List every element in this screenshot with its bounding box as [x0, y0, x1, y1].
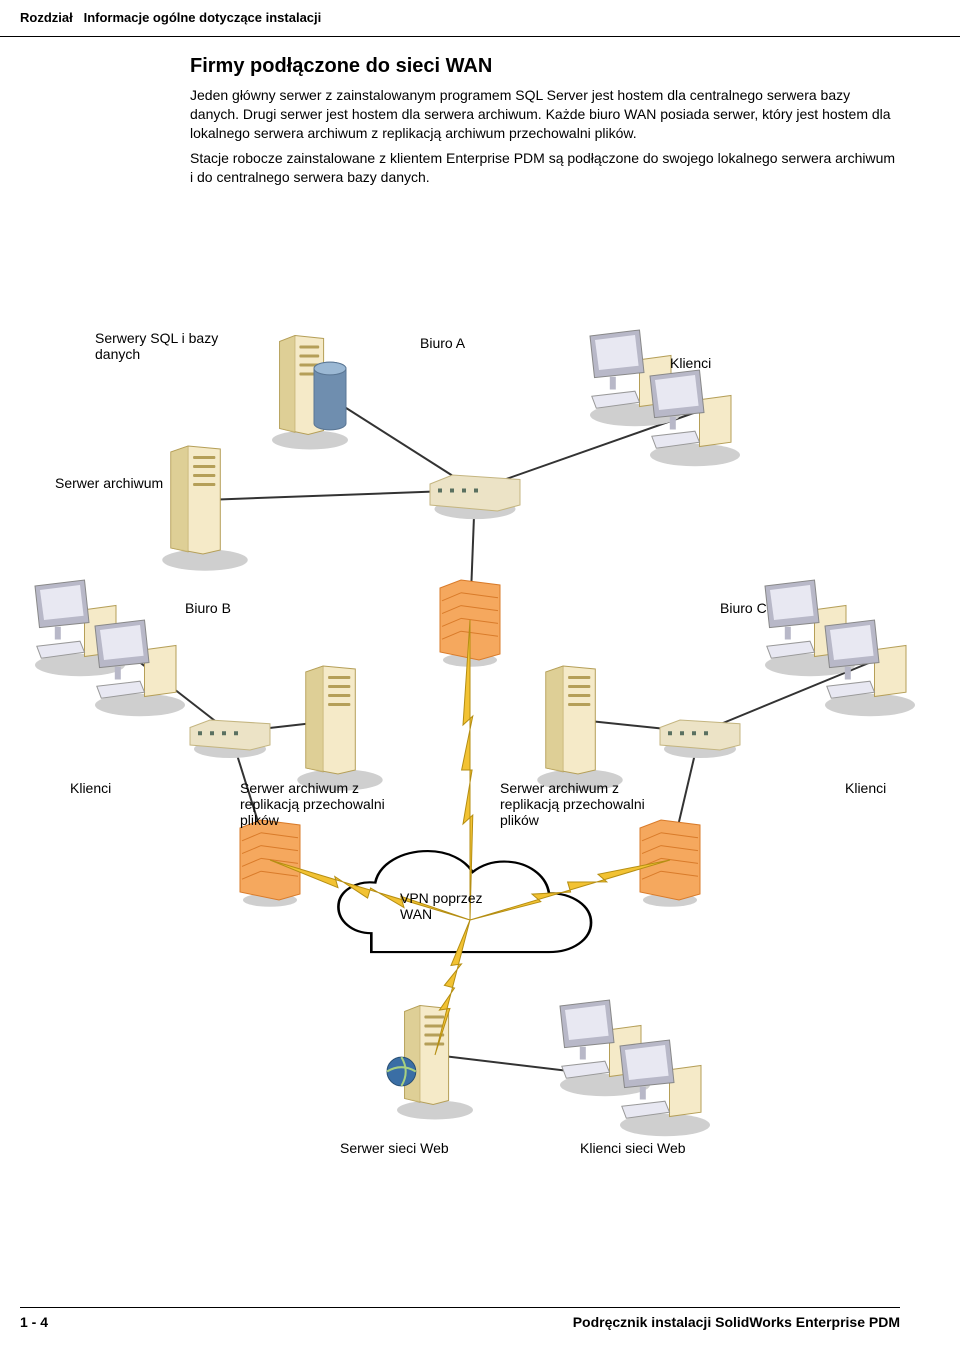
paragraph-2: Stacje robocze zainstalowane z klientem …	[190, 149, 900, 187]
page-footer: 1 - 4 Podręcznik instalacji SolidWorks E…	[20, 1307, 900, 1330]
label-klienci-a: Klienci	[670, 355, 711, 371]
header-rule	[0, 36, 960, 37]
label-vpn: VPN poprzez WAN	[400, 890, 510, 922]
paragraph-1: Jeden główny serwer z zainstalowanym pro…	[190, 86, 900, 143]
network-diagram: Serwery SQL i bazy danych Biuro A Klienc…	[0, 300, 960, 1220]
label-serwer-archiwum: Serwer archiwum	[55, 475, 163, 491]
footer-doc-title: Podręcznik instalacji SolidWorks Enterpr…	[573, 1314, 900, 1330]
label-sql-servers: Serwery SQL i bazy danych	[95, 330, 245, 362]
section-title: Firmy podłączone do sieci WAN	[190, 55, 900, 78]
label-archiwum-c: Serwer archiwum z replikacją przechowaln…	[500, 780, 660, 828]
label-klienci-b: Klienci	[70, 780, 111, 796]
label-archiwum-b: Serwer archiwum z replikacją przechowaln…	[240, 780, 400, 828]
chapter-title: Informacje ogólne dotyczące instalacji	[84, 10, 322, 25]
chapter-label: Rozdział	[20, 10, 73, 25]
content-block: Firmy podłączone do sieci WAN Jeden głów…	[190, 55, 900, 192]
label-biuro-c: Biuro C	[720, 600, 767, 616]
footer-page-number: 1 - 4	[20, 1314, 48, 1330]
label-klienci-c: Klienci	[845, 780, 886, 796]
label-web-clients: Klienci sieci Web	[580, 1140, 686, 1156]
page-header: Rozdział Informacje ogólne dotyczące ins…	[20, 10, 321, 25]
label-biuro-b: Biuro B	[185, 600, 231, 616]
label-biuro-a: Biuro A	[420, 335, 465, 351]
label-web-server: Serwer sieci Web	[340, 1140, 449, 1156]
